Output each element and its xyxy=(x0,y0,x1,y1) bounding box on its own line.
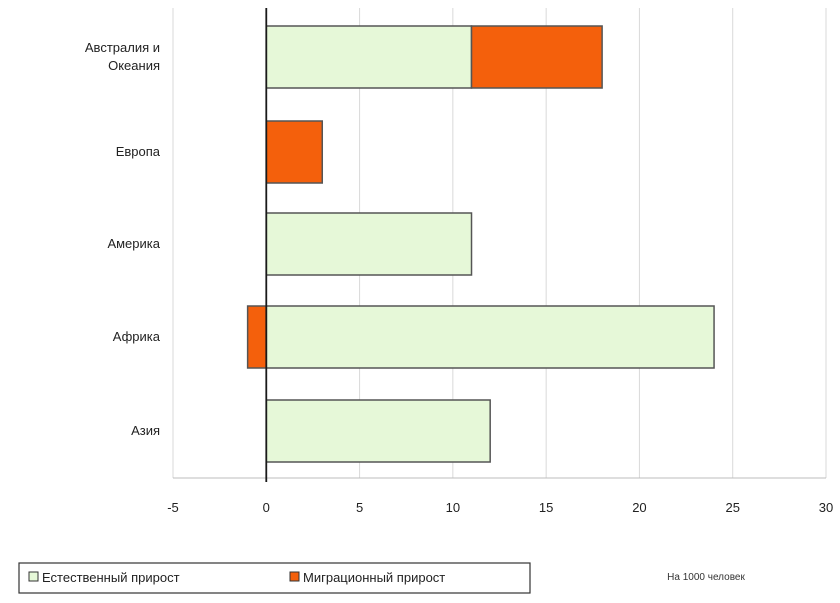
bar-natural xyxy=(265,212,473,276)
category-label: Африка xyxy=(113,329,161,344)
x-tick-label: -5 xyxy=(167,500,179,515)
x-tick-label: 15 xyxy=(539,500,553,515)
x-tick-label: 30 xyxy=(819,500,833,515)
bar-migration xyxy=(265,120,324,184)
bar-migration xyxy=(470,25,603,89)
category-label: Америка xyxy=(107,236,160,251)
x-tick-label: 25 xyxy=(725,500,739,515)
unit-note: На 1000 человек xyxy=(667,572,745,583)
x-tick-label: 10 xyxy=(446,500,460,515)
axis-layer xyxy=(173,8,826,482)
legend-swatch xyxy=(28,571,39,582)
category-label: Океания xyxy=(108,58,160,73)
x-tick-label: 20 xyxy=(632,500,646,515)
bar-natural xyxy=(265,25,473,89)
bar-migration xyxy=(246,305,268,369)
x-tick-label: 0 xyxy=(263,500,270,515)
category-label: Австралия и xyxy=(85,40,160,55)
legend-swatch xyxy=(289,571,300,582)
legend-label: Естественный прирост xyxy=(42,570,180,585)
category-labels: Австралия и Океания Европа Америка Африка Ази… xyxy=(85,40,161,438)
category-label: Азия xyxy=(131,423,160,438)
x-tick-labels: -5 0 5 10 15 20 25 30 xyxy=(167,500,833,515)
legend-label: Миграционный прирост xyxy=(303,570,445,585)
legend: Естественный прирост Миграционный прирост xyxy=(18,562,531,594)
category-label: Европа xyxy=(116,144,161,159)
x-tick-label: 5 xyxy=(356,500,363,515)
bar-natural xyxy=(265,399,491,463)
bars-layer xyxy=(246,25,715,463)
bar-natural xyxy=(265,305,715,369)
legend-box xyxy=(18,562,531,594)
